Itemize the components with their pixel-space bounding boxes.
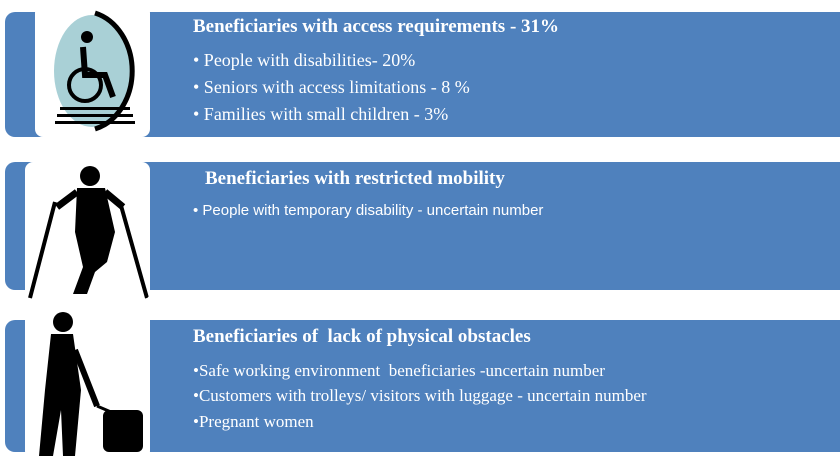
list-item: • People with disabilities- 20% (193, 50, 416, 70)
luggage-icon (25, 310, 150, 459)
list-item: •Safe working environment beneficiaries … (193, 361, 605, 380)
list-item: •Pregnant women (193, 412, 314, 431)
list-item: • Seniors with access limitations - 8 % (193, 77, 470, 97)
section-title: Beneficiaries of lack of physical obstac… (193, 326, 531, 347)
crutches-icon (25, 162, 150, 300)
section-title: Beneficiaries with access requirements -… (193, 16, 560, 37)
list-item: • People with temporary disability - unc… (193, 202, 544, 219)
wheelchair-icon (35, 5, 150, 137)
list-item: •Customers with trolleys/ visitors with … (193, 386, 647, 405)
list-item: • Families with small children - 3% (193, 104, 449, 124)
section-title: Beneficiaries with restricted mobility (205, 168, 505, 189)
